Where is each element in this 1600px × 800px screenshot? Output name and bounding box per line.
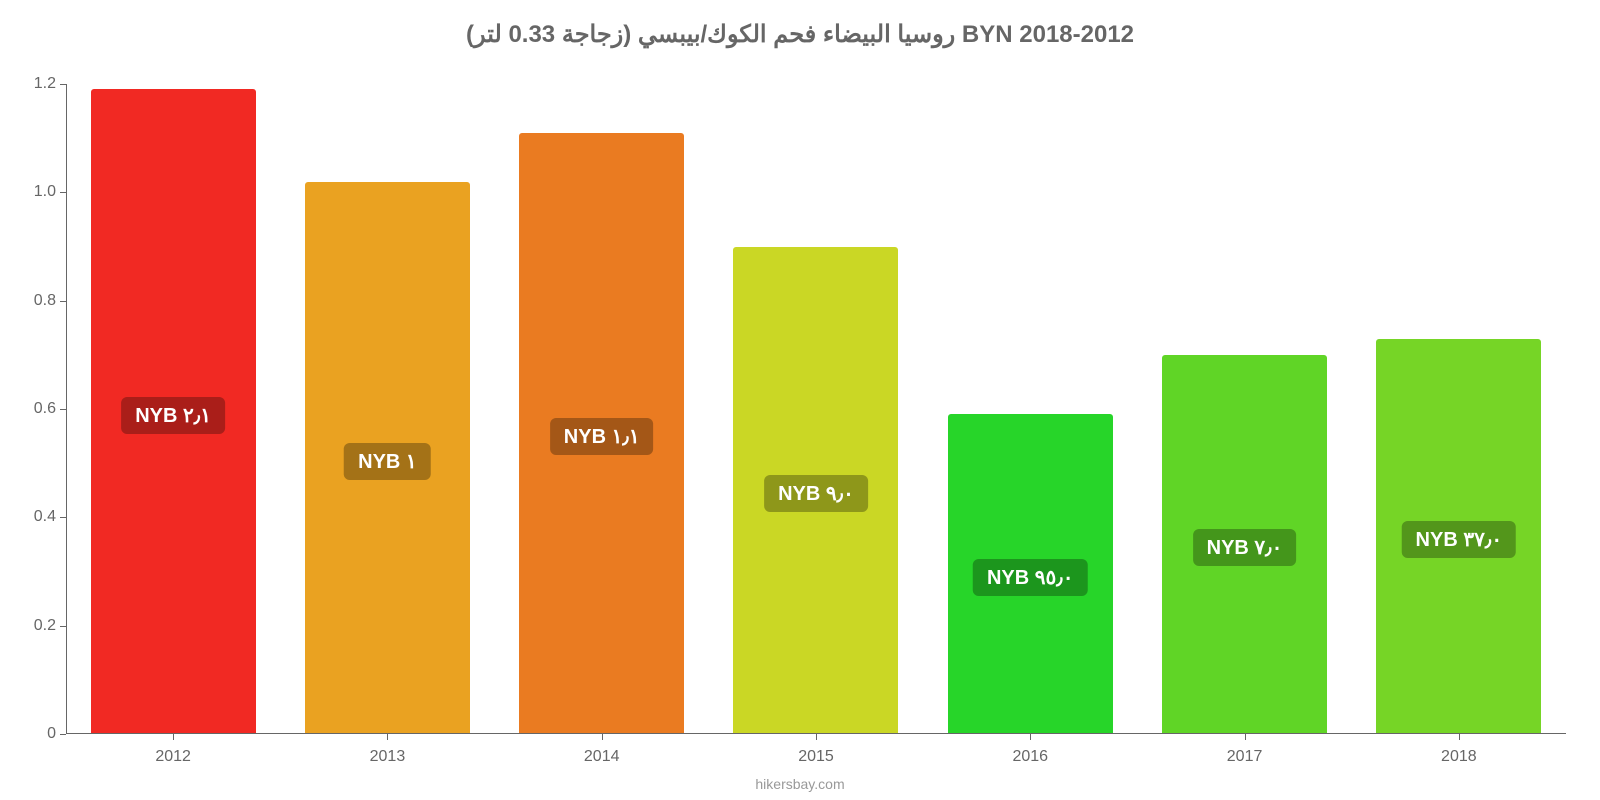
x-tick-mark bbox=[816, 734, 817, 740]
x-tick-mark bbox=[387, 734, 388, 740]
y-tick-mark bbox=[60, 84, 66, 85]
x-tick-mark bbox=[602, 734, 603, 740]
bar-value-label: ٠٫٧ BYN bbox=[1193, 529, 1297, 566]
chart-footer: hikersbay.com bbox=[0, 776, 1600, 792]
bar-slot: ٠٫٥٩ BYN bbox=[923, 84, 1137, 734]
y-tick-mark bbox=[60, 301, 66, 302]
bar-slot: ١ BYN bbox=[280, 84, 494, 734]
bar-value-label: ١٫٢ BYN bbox=[121, 397, 225, 434]
y-axis-line bbox=[66, 84, 67, 734]
x-tick-mark bbox=[173, 734, 174, 740]
bar: ١ BYN bbox=[305, 182, 470, 735]
x-tick-mark bbox=[1245, 734, 1246, 740]
bar: ٠٫٥٩ BYN bbox=[948, 414, 1113, 734]
bar-slot: ٠٫٧ BYN bbox=[1137, 84, 1351, 734]
y-tick-mark bbox=[60, 734, 66, 735]
chart-title: روسيا البيضاء فحم الكوك/بيبسي (زجاجة 0.3… bbox=[0, 20, 1600, 49]
bar-slot: ٠٫٩ BYN bbox=[709, 84, 923, 734]
bar: ٠٫٧ BYN bbox=[1162, 355, 1327, 734]
x-tick-mark bbox=[1030, 734, 1031, 740]
bar-value-label: ٠٫٥٩ BYN bbox=[973, 559, 1088, 596]
bar: ٠٫٩ BYN bbox=[733, 247, 898, 735]
bars-row: ١٫٢ BYN ١ BYN ١٫١ BYN ٠٫٩ BYN ٠٫٥٩ BYN ٠٫٧ BY… bbox=[66, 84, 1566, 734]
plot-area: ١٫٢ BYN ١ BYN ١٫١ BYN ٠٫٩ BYN ٠٫٥٩ BYN ٠٫٧ BY… bbox=[66, 84, 1566, 734]
bar-value-label: ١٫١ BYN bbox=[550, 418, 654, 455]
y-tick-mark bbox=[60, 517, 66, 518]
y-tick-mark bbox=[60, 626, 66, 627]
bar: ٠٫٧٣ BYN bbox=[1376, 339, 1541, 734]
chart-container: روسيا البيضاء فحم الكوك/بيبسي (زجاجة 0.3… bbox=[0, 0, 1600, 800]
bar-value-label: ٠٫٧٣ BYN bbox=[1402, 521, 1517, 558]
bar-value-label: ٠٫٩ BYN bbox=[764, 475, 868, 512]
bar-value-label: ١ BYN bbox=[344, 443, 431, 480]
bar-slot: ١٫٢ BYN bbox=[66, 84, 280, 734]
bar: ١٫٢ BYN bbox=[91, 89, 256, 734]
y-tick-mark bbox=[60, 409, 66, 410]
x-tick-mark bbox=[1459, 734, 1460, 740]
bar-slot: ٠٫٧٣ BYN bbox=[1352, 84, 1566, 734]
plot-inner: ١٫٢ BYN ١ BYN ١٫١ BYN ٠٫٩ BYN ٠٫٥٩ BYN ٠٫٧ BY… bbox=[66, 84, 1566, 734]
bar: ١٫١ BYN bbox=[519, 133, 684, 734]
y-tick-mark bbox=[60, 192, 66, 193]
bar-slot: ١٫١ BYN bbox=[495, 84, 709, 734]
